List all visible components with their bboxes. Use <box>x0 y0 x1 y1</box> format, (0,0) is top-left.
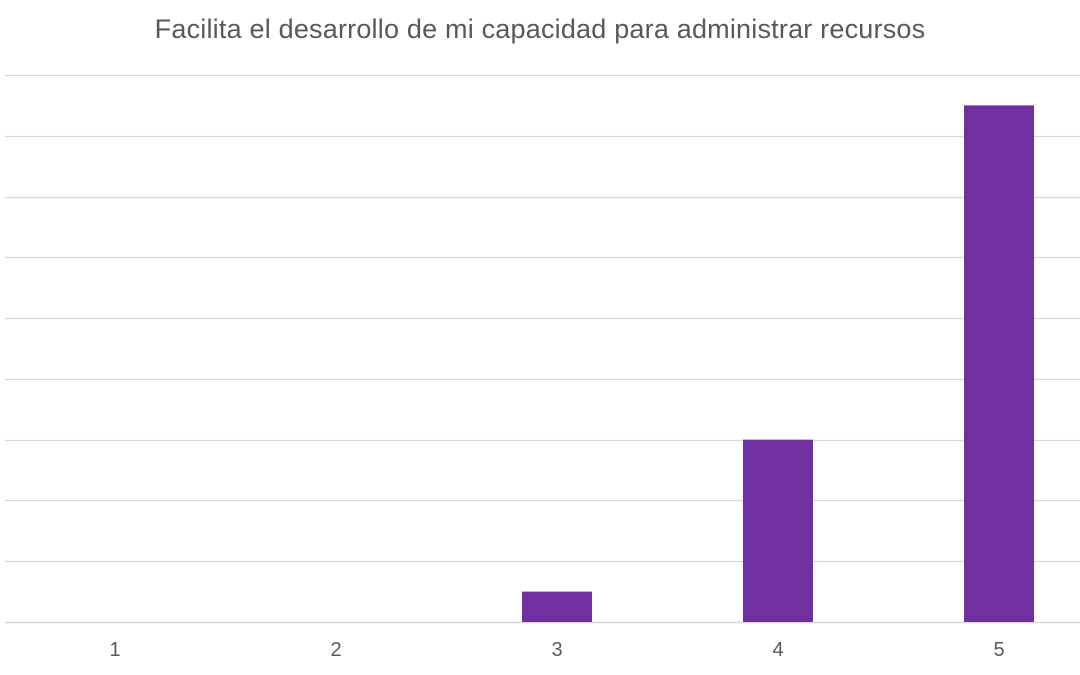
x-tick-label: 3 <box>551 639 562 661</box>
x-tick-label: 1 <box>109 639 120 661</box>
x-axis: 1 2 3 4 5 <box>109 639 1004 661</box>
gridlines <box>5 74 1080 624</box>
bar-3 <box>522 591 592 622</box>
bars <box>522 105 1034 622</box>
x-tick-label: 2 <box>330 639 341 661</box>
bar-4 <box>743 439 813 622</box>
chart-title: Facilita el desarrollo de mi capacidad p… <box>154 14 926 44</box>
x-tick-label: 5 <box>993 639 1004 661</box>
x-tick-label: 4 <box>772 639 783 661</box>
bar-5 <box>964 105 1034 622</box>
